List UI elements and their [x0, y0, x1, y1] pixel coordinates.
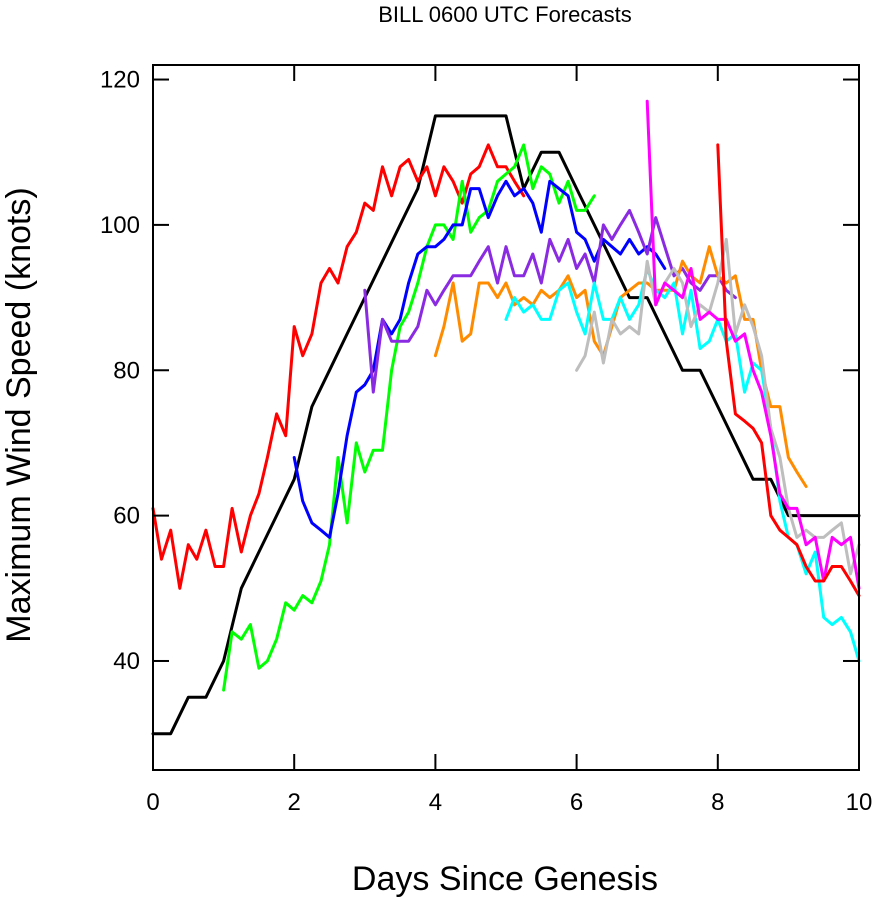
- x-tick-label: 6: [570, 789, 583, 816]
- axis-ticks: 0 2 4 6 8 10 40 60 80 100 120: [100, 65, 872, 816]
- y-tick-label: 100: [100, 212, 140, 239]
- y-tick-label: 80: [113, 357, 140, 384]
- x-tick-label: 8: [711, 789, 724, 816]
- x-tick-label: 2: [288, 789, 301, 816]
- x-tick-label: 10: [846, 789, 873, 816]
- plot-frame: [152, 64, 860, 771]
- series-lines: [151, 99, 861, 736]
- series-line-0: [151, 114, 861, 736]
- series-line-3: [292, 179, 667, 539]
- series-line-4: [363, 208, 737, 394]
- series-line-9: [716, 143, 861, 598]
- series-line-7: [575, 237, 861, 576]
- series-line-1: [151, 143, 526, 590]
- chart-title: BILL 0600 UTC Forecasts: [378, 2, 632, 27]
- y-tick-label: 40: [113, 648, 140, 675]
- x-tick-label: 4: [429, 789, 442, 816]
- x-axis-title: Days Since Genesis: [352, 860, 658, 898]
- series-line-6: [504, 267, 861, 663]
- series-line-2: [222, 143, 596, 692]
- y-tick-label: 60: [113, 503, 140, 530]
- y-axis-title: Maximum Wind Speed (knots): [0, 187, 38, 642]
- x-tick-label: 0: [146, 789, 159, 816]
- y-tick-label: 120: [100, 67, 140, 94]
